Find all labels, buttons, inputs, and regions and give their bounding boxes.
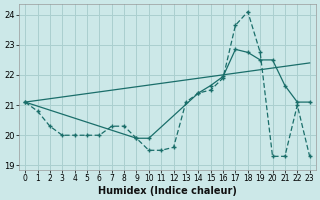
X-axis label: Humidex (Indice chaleur): Humidex (Indice chaleur) <box>98 186 237 196</box>
